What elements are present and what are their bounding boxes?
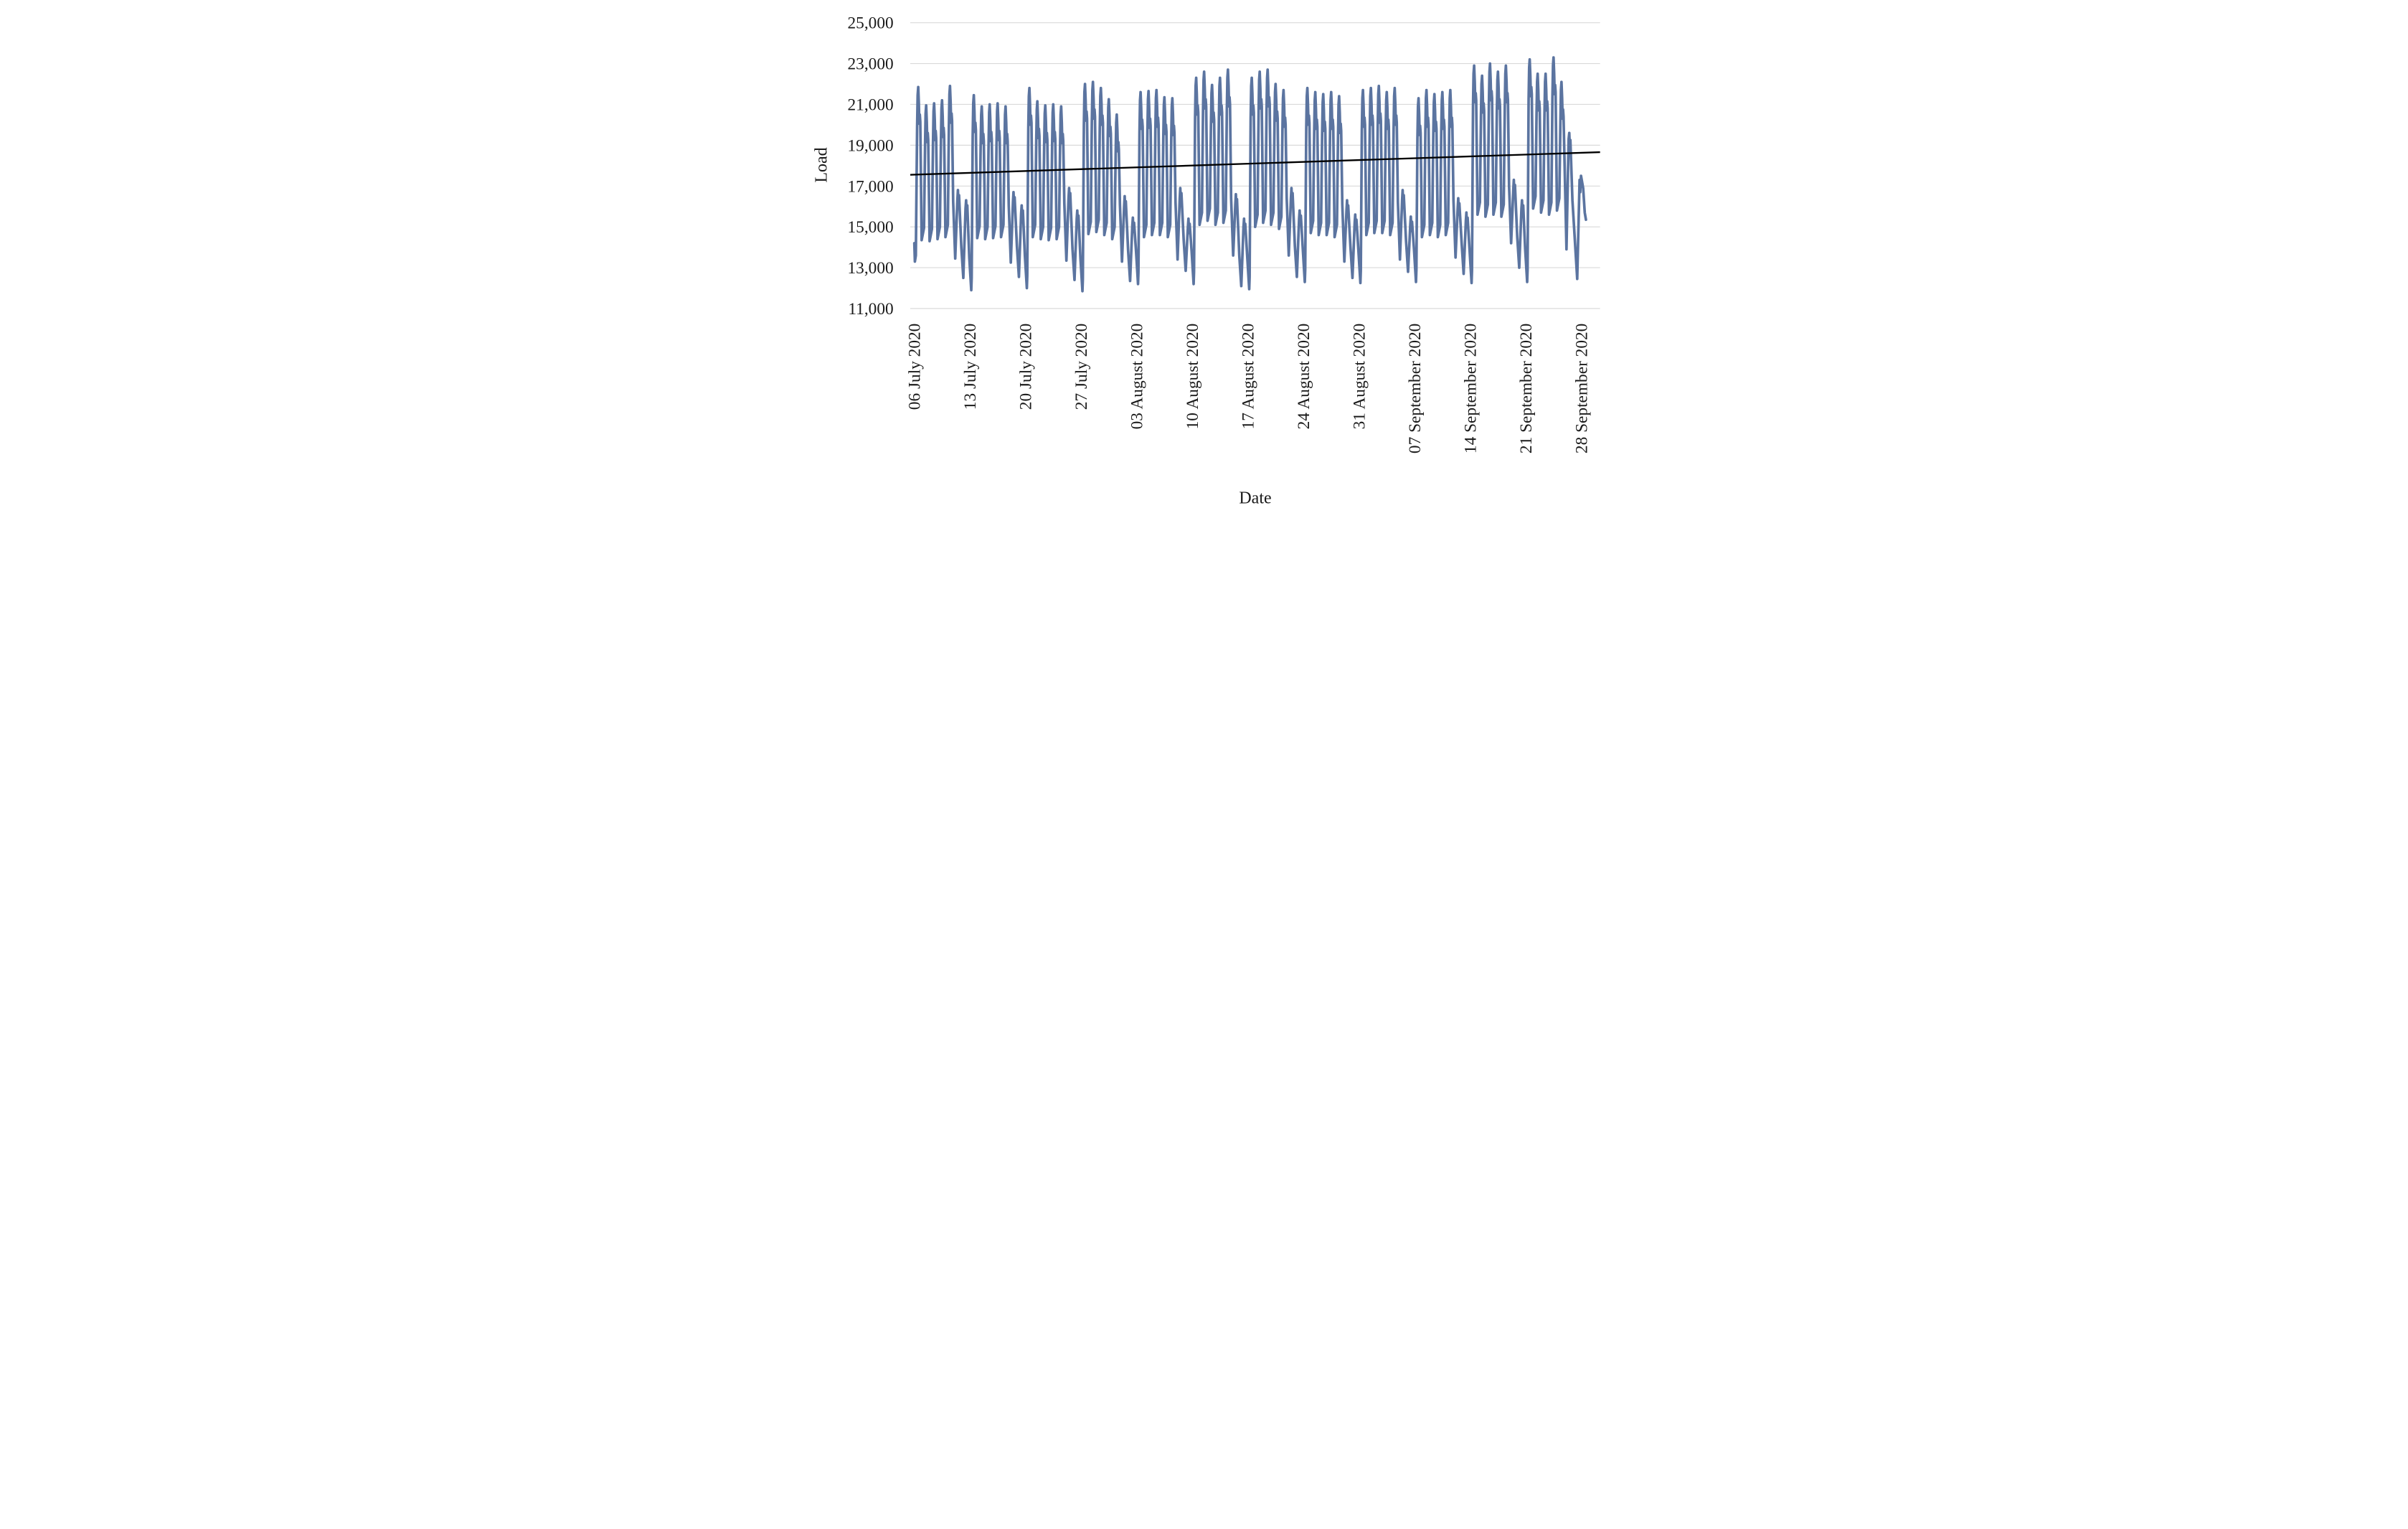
y-tick-label: 13,000 (848, 259, 894, 278)
load-series-line (912, 56, 1587, 293)
x-tick-label: 24 August 2020 (1295, 324, 1313, 430)
y-tick-label: 19,000 (848, 136, 894, 155)
x-tick-label: 10 August 2020 (1184, 324, 1202, 430)
x-tick-label: 20 July 2020 (1016, 324, 1035, 410)
y-tick-label: 11,000 (848, 300, 893, 319)
x-tick-label: 21 September 2020 (1517, 324, 1536, 453)
x-tick-label: 14 September 2020 (1461, 324, 1480, 453)
y-tick-label: 17,000 (848, 177, 894, 196)
x-tick-label: 28 September 2020 (1572, 324, 1591, 453)
x-tick-label: 27 July 2020 (1072, 324, 1091, 410)
x-axis-tick-labels: 06 July 2020 13 July 2020 20 July 2020 27 J… (905, 324, 1591, 453)
y-axis-tick-labels: 25,000 23,000 21,000 19,000 17,000 15,000 13,0… (848, 14, 894, 319)
x-tick-label: 17 August 2020 (1239, 324, 1257, 430)
load-chart-figure: 25,000 23,000 21,000 19,000 17,000 15,000 13,0… (803, 0, 1605, 514)
x-axis-title: Date (1239, 489, 1271, 508)
y-tick-label: 21,000 (848, 95, 894, 114)
y-tick-label: 23,000 (848, 55, 894, 74)
x-tick-label: 07 September 2020 (1406, 324, 1425, 453)
x-tick-label: 06 July 2020 (905, 324, 924, 410)
y-tick-label: 25,000 (848, 14, 894, 33)
load-time-series-chart: 25,000 23,000 21,000 19,000 17,000 15,000 13,0… (812, 14, 1600, 508)
x-tick-label: 31 August 2020 (1350, 324, 1369, 430)
linear-trend-line (910, 151, 1600, 176)
x-tick-label: 03 August 2020 (1128, 324, 1146, 430)
x-tick-label: 13 July 2020 (961, 324, 980, 410)
y-tick-label: 15,000 (848, 218, 894, 237)
y-axis-title: Load (812, 147, 831, 182)
